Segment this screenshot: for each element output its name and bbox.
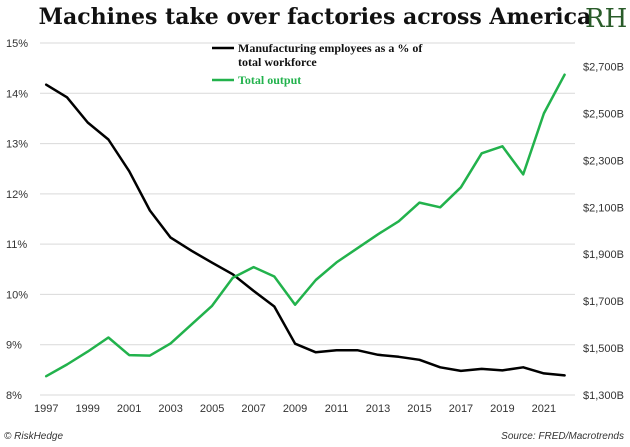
left-tick-label: 14% (6, 88, 28, 100)
legend-label-output: Total output (238, 73, 301, 87)
x-tick-label: 2021 (532, 403, 556, 415)
x-tick-label: 2009 (283, 403, 307, 415)
right-tick-label: $1,900B (583, 249, 624, 261)
right-tick-label: $1,500B (583, 343, 624, 355)
x-tick-label: 2005 (200, 403, 224, 415)
manufacturing-employees-line (44, 83, 566, 377)
source-footer: Source: FRED/Macrotrends (501, 431, 624, 442)
legend-label-employees: total workforce (238, 55, 317, 69)
chart-title: Machines take over factories across Amer… (38, 4, 592, 30)
left-tick-label: 9% (6, 340, 22, 352)
right-tick-label: $1,300B (583, 390, 624, 402)
right-axis-ticks: $1,300B $1,500B $1,700B $1,900B $2,100B $2,30… (583, 61, 624, 402)
x-tick-label: 2003 (158, 403, 182, 415)
x-tick-label: 2019 (490, 403, 514, 415)
right-tick-label: $2,500B (583, 108, 624, 120)
left-axis-ticks: 8% 9% 10% 11% 12% 13% 14% 15% (6, 38, 28, 402)
left-tick-label: 11% (6, 239, 27, 251)
left-tick-label: 8% (6, 390, 22, 402)
right-tick-label: $2,700B (583, 61, 624, 73)
x-tick-label: 1997 (34, 403, 58, 415)
x-tick-label: 2017 (449, 403, 473, 415)
x-tick-label: 2001 (117, 403, 141, 415)
gridlines (40, 42, 575, 396)
right-tick-label: $2,300B (583, 155, 624, 167)
riskhedge-logo: RH (585, 4, 628, 34)
left-tick-label: 12% (6, 189, 28, 201)
left-tick-label: 13% (6, 139, 28, 151)
left-tick-label: 10% (6, 289, 28, 301)
x-tick-label: 2013 (366, 403, 390, 415)
x-tick-label: 2015 (407, 403, 431, 415)
legend-label-employees: Manufacturing employees as a % of (238, 41, 423, 55)
right-tick-label: $2,100B (583, 202, 624, 214)
x-tick-label: 1999 (75, 403, 99, 415)
left-tick-label: 15% (6, 38, 28, 50)
copyright-footer: © RiskHedge (4, 431, 64, 442)
x-axis-ticks: 1997 1999 2001 2003 2005 2007 2009 2011 2013 2015… (34, 403, 556, 415)
right-tick-label: $1,700B (583, 296, 624, 308)
x-tick-label: 2007 (241, 403, 265, 415)
total-output-line (44, 73, 566, 378)
x-tick-label: 2011 (325, 403, 349, 415)
series-lines (44, 73, 566, 378)
